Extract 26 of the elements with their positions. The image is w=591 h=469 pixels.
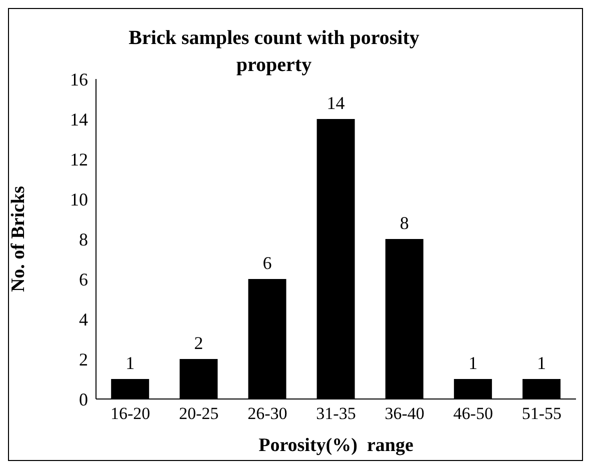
y-tick-label: 0 [79, 389, 88, 410]
x-tick-label: 16-20 [110, 404, 150, 424]
y-axis-title: No. of Bricks [8, 186, 30, 292]
data-label: 6 [262, 253, 272, 273]
x-tick-label: 36-40 [384, 404, 424, 424]
data-label: 1 [126, 353, 135, 373]
x-axis-title: Porosity(%) range [258, 435, 414, 457]
y-tick-label: 10 [70, 189, 88, 210]
y-tick-label: 4 [79, 309, 88, 330]
y-tick-label: 12 [70, 149, 88, 170]
x-tick-label: 26-30 [248, 404, 288, 424]
y-tick-label: 14 [70, 109, 88, 130]
data-label: 8 [400, 213, 409, 233]
y-tick-label: 8 [79, 229, 88, 250]
data-label: 2 [194, 333, 204, 353]
x-tick-label: 46-50 [453, 404, 493, 424]
x-tick-label: 31-35 [316, 404, 356, 424]
data-label: 14 [326, 93, 345, 113]
y-tick-label: 2 [79, 349, 88, 370]
y-tick-label: 6 [79, 269, 88, 290]
y-tick-label: 16 [70, 69, 88, 90]
data-label: 1 [468, 353, 478, 373]
chart-title: Brick samples count with porosity property [128, 26, 420, 78]
data-label: 1 [537, 353, 546, 373]
x-tick-label: 20-25 [179, 404, 219, 424]
x-tick-label: 51-55 [522, 404, 562, 424]
